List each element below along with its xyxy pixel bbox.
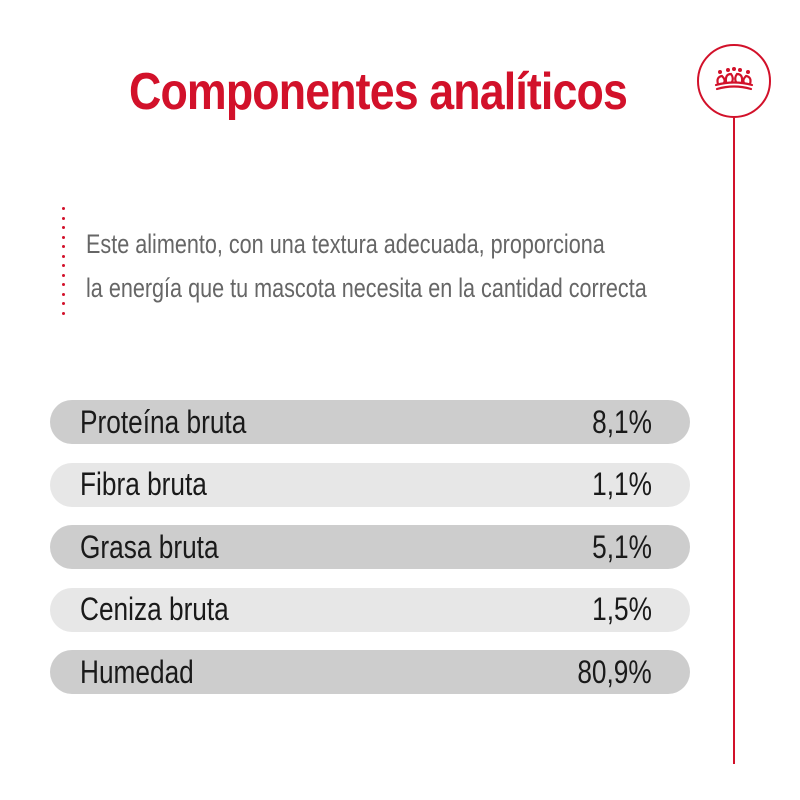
dot (62, 216, 65, 220)
table-row: Grasa bruta 5,1% (50, 525, 690, 569)
row-label: Fibra bruta (80, 466, 207, 502)
components-table: Proteína bruta 8,1% Fibra bruta 1,1% Gra… (50, 400, 690, 713)
table-row: Humedad 80,9% (50, 650, 690, 694)
dot (62, 235, 65, 239)
dot (62, 283, 65, 286)
intro-line-1: Este alimento, con una textura adecuada,… (86, 229, 605, 259)
dot (62, 254, 65, 258)
row-label: Ceniza bruta (80, 591, 229, 627)
dot (62, 302, 65, 305)
dot (62, 292, 65, 296)
row-value: 8,1% (592, 403, 652, 440)
table-row: Ceniza bruta 1,5% (50, 587, 690, 632)
crown-icon (714, 67, 754, 91)
row-value: 5,1% (592, 528, 652, 565)
dot (62, 245, 65, 248)
dot (62, 311, 65, 315)
table-row: Fibra bruta 1,1% (50, 462, 690, 507)
dot (62, 264, 65, 267)
dot (62, 226, 65, 229)
dot (62, 273, 65, 277)
intro-text: Este alimento, con una textura adecuada,… (86, 222, 647, 310)
row-label: Grasa bruta (80, 528, 219, 565)
row-value: 1,1% (592, 466, 652, 502)
row-label: Humedad (80, 653, 194, 690)
intro-line-2: la energía que tu mascota necesita en la… (86, 273, 647, 303)
decorative-vertical-line (733, 118, 735, 764)
dot (62, 207, 65, 210)
brand-logo (697, 44, 771, 118)
decorative-dotted-line (62, 207, 65, 315)
row-label: Proteína bruta (80, 403, 247, 440)
page-title: Componentes analíticos (129, 63, 628, 121)
row-value: 1,5% (592, 591, 652, 627)
row-value: 80,9% (577, 653, 652, 690)
table-row: Proteína bruta 8,1% (50, 400, 690, 444)
